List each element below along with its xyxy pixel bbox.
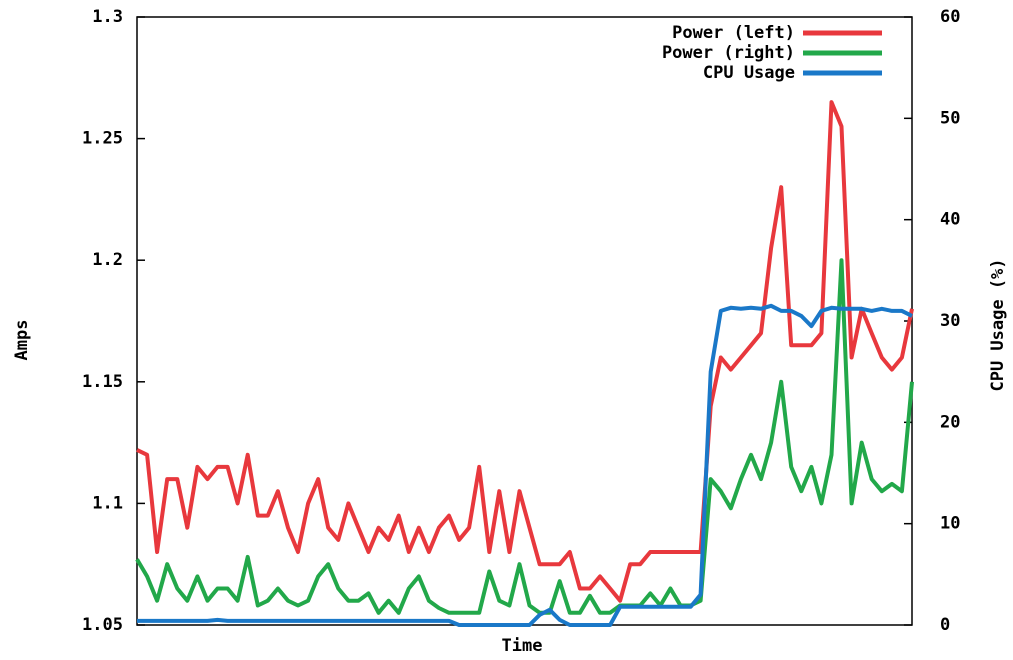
- plot-frame: [136, 16, 913, 626]
- y2-tick-label: 10: [940, 514, 960, 534]
- series-line: [135, 258, 914, 615]
- y2-tick-label: 0: [940, 615, 950, 635]
- y-tick-label: 1.2: [92, 250, 123, 270]
- y2-tick-label: 20: [940, 412, 960, 432]
- legend-label: Power (right): [662, 43, 795, 63]
- y-tick-label: 1.3: [92, 7, 123, 27]
- y2-axis-label: CPU Usage (%): [988, 258, 1008, 391]
- y2-tick-label: 50: [940, 108, 960, 128]
- y2-tick-label: 30: [940, 311, 960, 331]
- y-tick-label: 1.05: [82, 615, 123, 635]
- y-tick-label: 1.1: [92, 493, 123, 513]
- legend-label: CPU Usage: [703, 63, 795, 83]
- y-axis-label: Amps: [12, 320, 32, 361]
- y-tick-label: 1.25: [82, 129, 123, 149]
- y-tick-label: 1.15: [82, 372, 123, 392]
- series-line: [137, 303, 913, 627]
- legend-label: Power (left): [672, 23, 795, 43]
- y2-tick-label: 60: [940, 7, 960, 27]
- x-axis-label: Time: [502, 636, 543, 656]
- series-line: [136, 100, 914, 603]
- y2-tick-label: 40: [940, 210, 960, 230]
